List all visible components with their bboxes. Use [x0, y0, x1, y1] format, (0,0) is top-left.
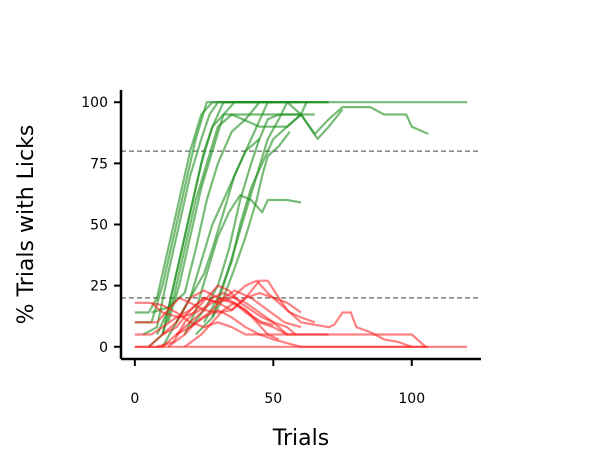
go-series-line — [189, 113, 315, 328]
ticks: 0 50 100 0 25 50 75 100 — [81, 95, 425, 407]
x-axis-title: Trials — [272, 426, 329, 450]
x-tick-label: 50 — [264, 391, 282, 407]
y-axis-title: % Trials with Licks — [14, 125, 39, 325]
go-series-line — [175, 101, 344, 323]
nogo-series-line — [156, 284, 288, 348]
x-tick-label: 100 — [398, 391, 425, 407]
go-series-line — [167, 101, 274, 323]
go-series-line — [183, 194, 302, 335]
y-tick-label: 0 — [99, 340, 108, 356]
y-tick-label: 75 — [90, 156, 108, 172]
go-series-line — [161, 138, 261, 348]
y-tick-label: 50 — [90, 218, 108, 234]
nogo-series-line — [134, 289, 427, 348]
y-tick-label: 25 — [90, 279, 108, 295]
series-group — [134, 101, 468, 348]
go-series-line — [203, 101, 308, 323]
y-tick-label: 100 — [81, 95, 108, 111]
nogo-series-line — [150, 296, 274, 326]
go-series-line — [211, 130, 291, 318]
go-series-line — [155, 113, 301, 335]
nogo-series-line — [161, 279, 316, 336]
go-series-line — [134, 101, 468, 324]
x-tick-label: 0 — [130, 391, 139, 407]
